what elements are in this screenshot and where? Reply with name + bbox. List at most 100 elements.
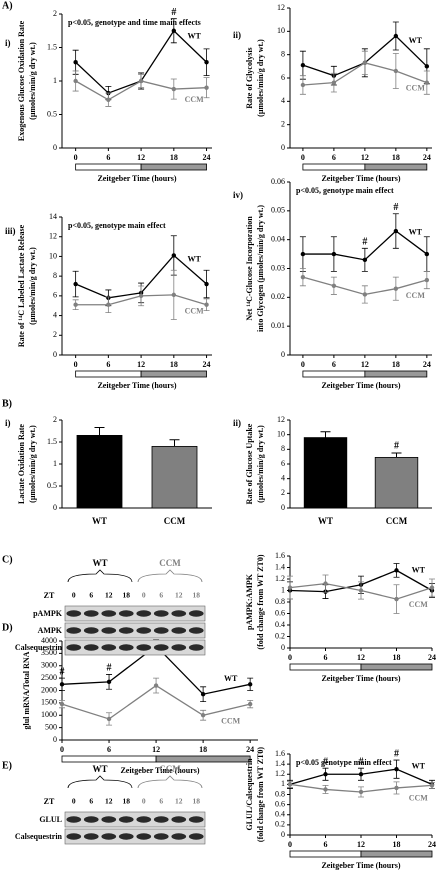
x-tick-label: 18 (170, 153, 178, 162)
x-tick-label: 6 (106, 360, 110, 369)
y-tick-label: 8 (281, 49, 285, 58)
y-tick-label: 0 (53, 735, 57, 744)
y-axis-label: Rate of Glucose Uptake (245, 423, 254, 504)
data-point (300, 82, 306, 88)
data-point (73, 60, 78, 65)
data-point (323, 581, 328, 586)
y-tick-label: 1.5 (47, 42, 57, 51)
x-axis-label: Zeitgeber Time (hours) (321, 381, 400, 390)
x-tick-label: 0 (74, 360, 78, 369)
blot-band (83, 833, 99, 840)
lane-label: 12 (105, 797, 113, 806)
blot-band (118, 610, 134, 617)
y-tick-label: 6 (281, 459, 285, 468)
y-tick-label: 0 (281, 830, 285, 839)
y-axis-label: GLUL/Calsequestrin (245, 758, 254, 831)
data-point (200, 713, 206, 718)
panel-label: i) (5, 418, 11, 428)
dark-phase-bar (140, 370, 207, 378)
data-point (358, 772, 364, 777)
x-axis-label: Zeitgeber Time (hours) (321, 674, 400, 683)
blot-band (136, 627, 152, 634)
y-tick-label: 14 (49, 212, 57, 221)
x-tick-label: 18 (170, 360, 178, 369)
y-tick-label: 1 (53, 459, 57, 468)
data-point (393, 228, 399, 234)
y-tick-label: 0.4 (275, 620, 285, 629)
data-point (424, 277, 430, 283)
error-bar (320, 431, 331, 438)
y-tick-label: 0.8 (275, 597, 285, 606)
x-tick-label: 12 (357, 653, 365, 662)
significance-marker: # (171, 7, 176, 18)
annotation: p<0.05, genotype and time main effects (68, 18, 201, 27)
lane-label: 12 (175, 797, 183, 806)
y-axis-label: Rate of Glycolysis (245, 47, 254, 108)
blot-band (83, 644, 99, 651)
blot-strip (64, 605, 206, 622)
light-phase-bar (61, 755, 157, 763)
y-tick-label: 12 (49, 232, 57, 241)
group-label: CCM (159, 558, 181, 568)
y-tick-label: 1000 (41, 710, 57, 719)
data-point (394, 785, 399, 791)
row-label: pAMPK (33, 609, 63, 618)
group-label: WT (92, 764, 107, 774)
y-axis-label: (fold change from WT ZT0) (256, 554, 265, 649)
data-point (358, 789, 364, 795)
series-label: CCM (406, 84, 426, 93)
data-point (300, 274, 306, 280)
bar (76, 434, 123, 509)
x-axis-label: Zeitgeber Time (hours) (321, 174, 400, 183)
blot-band (101, 833, 117, 840)
error-bar (391, 452, 402, 458)
x-tick-label: 6 (106, 153, 110, 162)
blot-band (83, 610, 99, 617)
y-tick-label: 0.02 (271, 292, 285, 301)
light-phase-bar (75, 163, 142, 171)
data-point (358, 588, 364, 593)
blot-band (171, 644, 187, 651)
x-tick-label: 12 (361, 153, 369, 162)
data-point (171, 253, 177, 258)
y-tick-label: 0 (53, 350, 57, 359)
bar (303, 437, 348, 509)
y-tick-label: 10 (277, 26, 285, 35)
y-axis-label: Lactate Oxidation Rate (17, 424, 26, 504)
lane-label: 18 (193, 797, 201, 806)
y-axis-label: Rate of ¹⁴C Labeled Lactate Release (17, 224, 26, 347)
x-tick-label: WT (318, 516, 333, 526)
y-tick-label: 0.04 (271, 234, 285, 243)
x-tick-label: 12 (357, 840, 365, 849)
blot-band (136, 833, 152, 840)
data-point (331, 251, 337, 257)
x-axis-label: Zeitgeber Time (hours) (97, 381, 176, 390)
series-label: WT (409, 227, 423, 236)
y-tick-label: 3500 (41, 648, 57, 657)
x-tick-label: 24 (203, 360, 211, 369)
data-point (73, 302, 78, 307)
x-tick-label: 6 (332, 360, 336, 369)
x-axis-label: Zeitgeber Time (hours) (120, 766, 199, 775)
data-point (424, 64, 430, 69)
significance-marker: # (394, 440, 399, 451)
data-point (424, 80, 430, 85)
y-axis-label: (μmoles/min/g dry wt.) (28, 247, 37, 325)
y-tick-label: 0 (281, 503, 285, 512)
data-point (300, 251, 306, 257)
panel-label: i) (5, 38, 11, 48)
blot-band (66, 833, 82, 840)
blot-band (66, 627, 82, 634)
error-bar (169, 439, 180, 447)
x-tick-label: 24 (423, 153, 431, 162)
y-axis-label: (μmoles/min/g dry wt.) (28, 425, 37, 503)
panel-label: iii) (5, 226, 16, 236)
y-tick-label: 2500 (41, 673, 57, 682)
data-point (300, 62, 306, 68)
blot-band (101, 644, 117, 651)
y-tick-label: 1.6 (275, 551, 285, 560)
x-tick-label: 0 (288, 653, 292, 662)
blot-band (66, 816, 82, 823)
lane-label: 6 (159, 591, 163, 600)
blot-band (153, 816, 169, 823)
